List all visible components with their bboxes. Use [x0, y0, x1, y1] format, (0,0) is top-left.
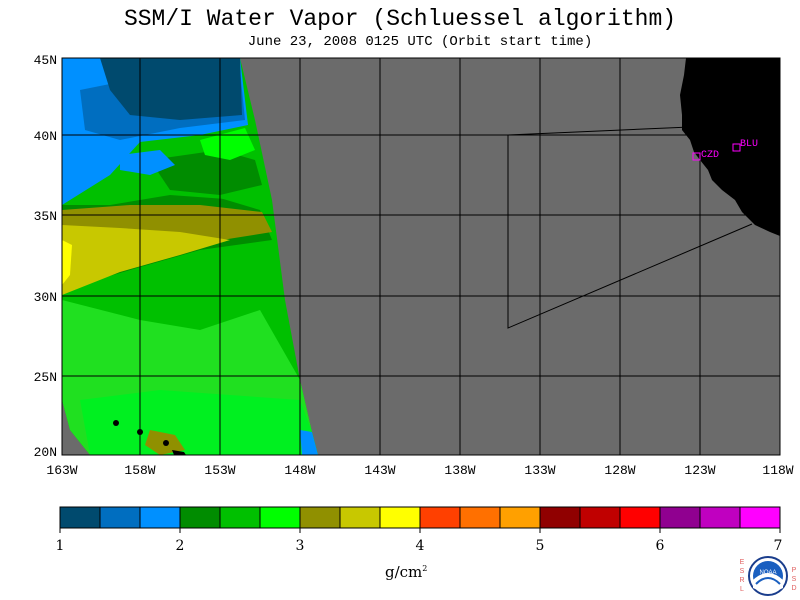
- swath-bright-green-north: [200, 128, 255, 160]
- colorbar-swatch: [700, 507, 741, 528]
- colorbar-tick-label: 1: [56, 538, 65, 554]
- colorbar-swatch: [620, 507, 661, 528]
- swath-yellow: [62, 225, 230, 295]
- colorbar-swatch: [420, 507, 461, 528]
- colorbar-swatch: [740, 507, 781, 528]
- colorbar-swatch: [460, 507, 501, 528]
- colorbar-swatch: [540, 507, 581, 528]
- graticule: [62, 58, 780, 455]
- colorbar-swatch: [340, 507, 381, 528]
- colorbar-units: g/cm2: [385, 563, 428, 581]
- station-label-czd: CZD: [701, 150, 719, 161]
- colorbar-swatch: [580, 507, 621, 528]
- noaa-logo-text: NOAA: [759, 570, 776, 576]
- lon-label-138w: 138W: [444, 463, 475, 478]
- lon-label-128w: 128W: [604, 463, 635, 478]
- colorbar-swatch: [660, 507, 701, 528]
- sector-outline: [507, 135, 753, 329]
- lon-label-118w: 118W: [762, 463, 793, 478]
- colorbar: [59, 506, 781, 533]
- station-label-blu: BLU: [740, 139, 758, 150]
- map-subtitle: June 23, 2008 0125 UTC (Orbit start time…: [247, 34, 593, 50]
- colorbar-tick-labels: 1 2 3 4 5 6 7: [56, 538, 783, 554]
- lon-labels: 163W 158W 153W 148W 143W 138W 133W 128W …: [46, 463, 793, 478]
- lat-labels: 45N 40N 35N 30N 25N 20N: [34, 53, 57, 460]
- lon-label-148w: 148W: [284, 463, 315, 478]
- colorbar-tick-label: 6: [656, 538, 665, 554]
- swath-blue-south: [300, 430, 318, 455]
- colorbar-swatch: [500, 507, 541, 528]
- swath-bright-yellow: [62, 240, 72, 285]
- swath-dark-green-north: [150, 150, 262, 195]
- colorbar-swatch: [180, 507, 221, 528]
- colorbar-swatch: [380, 507, 421, 528]
- lat-label-25n: 25N: [34, 370, 57, 385]
- map-title: SSM/I Water Vapor (Schluessel algorithm): [123, 6, 677, 32]
- lat-label-35n: 35N: [34, 209, 57, 224]
- colorbar-swatch: [140, 507, 181, 528]
- island-kauai: [113, 420, 119, 426]
- island-hawaii: [172, 450, 186, 455]
- lat-label-20n: 20N: [34, 445, 57, 460]
- colorbar-tick-label: 2: [176, 538, 185, 554]
- lon-label-143w: 143W: [364, 463, 395, 478]
- colorbar-swatch: [100, 507, 141, 528]
- map-frame: [61, 57, 781, 456]
- noaa-logo: NOAA: [748, 556, 788, 596]
- lat-label-30n: 30N: [34, 290, 57, 305]
- sector-outline-top: [507, 126, 691, 136]
- colorbar-tick-label: 3: [296, 538, 305, 554]
- colorbar-tick-label: 4: [416, 538, 425, 554]
- colorbar-swatch: [260, 507, 301, 528]
- station-marker-czd: [692, 152, 701, 161]
- lat-label-45n: 45N: [34, 53, 57, 68]
- colorbar-swatch: [220, 507, 261, 528]
- station-marker-blu: [732, 143, 741, 152]
- colorbar-swatch: [60, 507, 101, 528]
- lon-label-153w: 153W: [204, 463, 235, 478]
- colorbar-tick-label: 5: [536, 538, 545, 554]
- lon-label-123w: 123W: [684, 463, 715, 478]
- swath-dark-blue: [100, 58, 242, 120]
- land-california: [680, 58, 780, 236]
- swath-blue-patch: [120, 150, 175, 175]
- lat-label-40n: 40N: [34, 129, 57, 144]
- lon-label-158w: 158W: [124, 463, 155, 478]
- colorbar-tick-label: 7: [774, 538, 783, 554]
- colorbar-swatch: [300, 507, 341, 528]
- lon-label-133w: 133W: [524, 463, 555, 478]
- lon-label-163w: 163W: [46, 463, 77, 478]
- island-maui: [163, 440, 169, 446]
